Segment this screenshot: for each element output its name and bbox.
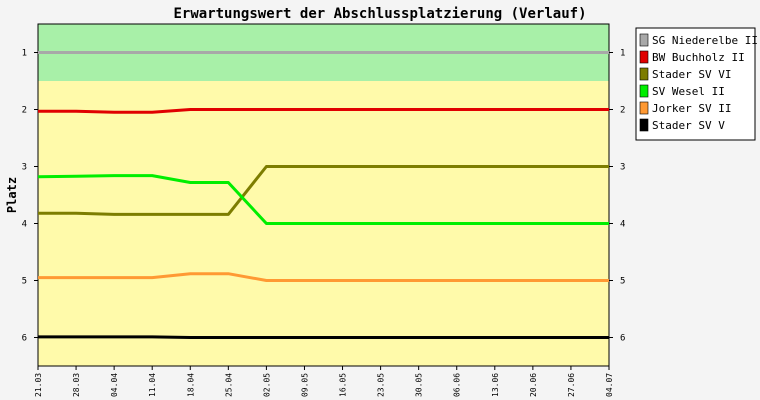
x-tick-label: 13.06 [491,373,500,397]
y-tick-label-left: 4 [22,220,27,230]
y-tick-label-right: 4 [620,220,625,230]
legend-label-4: Jorker SV II [652,102,731,115]
legend-label-3: SV Wesel II [652,85,725,98]
y-tick-label-right: 3 [620,163,625,173]
y-tick-label-left: 3 [22,163,27,173]
x-tick-label: 25.04 [224,373,233,397]
x-tick-label: 27.06 [567,373,576,397]
legend-box [635,27,756,141]
y-axis-label: Platz [5,177,19,213]
series-line-1 [38,108,609,114]
x-tick-label: 09.05 [300,373,309,397]
legend-swatch-2 [639,67,649,81]
x-tick-label: 20.06 [529,373,538,397]
y-tick-label-right: 1 [620,49,625,59]
y-tick-label-left: 6 [22,334,27,344]
legend-swatch-0 [639,33,649,47]
series-line-5 [38,335,609,339]
x-tick-label: 06.06 [453,373,462,397]
y-tick-label-left: 1 [22,49,27,59]
legend-swatch-3 [639,84,649,98]
x-tick-label: 18.04 [186,373,195,397]
plot-area: 1 1 2 2 3 3 4 4 5 5 6 6 21.03 28.03 04.04 11.04 18.04 25.… [22,23,625,397]
x-tick-label: 28.03 [72,373,81,397]
legend-swatch-5 [639,118,649,132]
x-tick-label: 02.05 [262,373,271,397]
y-tick-label-right: 5 [620,277,625,287]
legend-label-1: BW Buchholz II [652,51,745,64]
legend-swatch-4 [639,101,649,115]
y-tick-label-left: 5 [22,277,27,287]
y-tick-label-right: 2 [620,106,625,116]
series-line-4 [38,272,609,282]
x-tick-label: 04.07 [605,373,614,397]
series-line-3 [37,174,609,225]
y-tick-label-right: 6 [620,334,625,344]
series-line-2 [38,165,609,216]
chart-title: Erwartungswert der Abschlussplatzierung … [173,6,586,22]
x-tick-label: 16.05 [339,373,348,397]
legend-label-0: SG Niederelbe II [652,34,758,47]
x-tick-label: 11.04 [148,373,157,397]
legend-label-2: Stader SV VI [652,68,731,81]
plot-frame [37,23,610,367]
x-tick-label: 30.05 [415,373,424,397]
legend: SG Niederelbe II BW Buchholz II Stader SV … [635,27,758,141]
x-tick-label: 04.04 [110,373,119,397]
y-tick-label-left: 2 [22,106,27,116]
x-tick-label: 21.03 [34,373,43,397]
legend-swatch-1 [639,50,649,64]
legend-label-5: Stader SV V [652,119,725,132]
x-tick-label: 23.05 [377,373,386,397]
